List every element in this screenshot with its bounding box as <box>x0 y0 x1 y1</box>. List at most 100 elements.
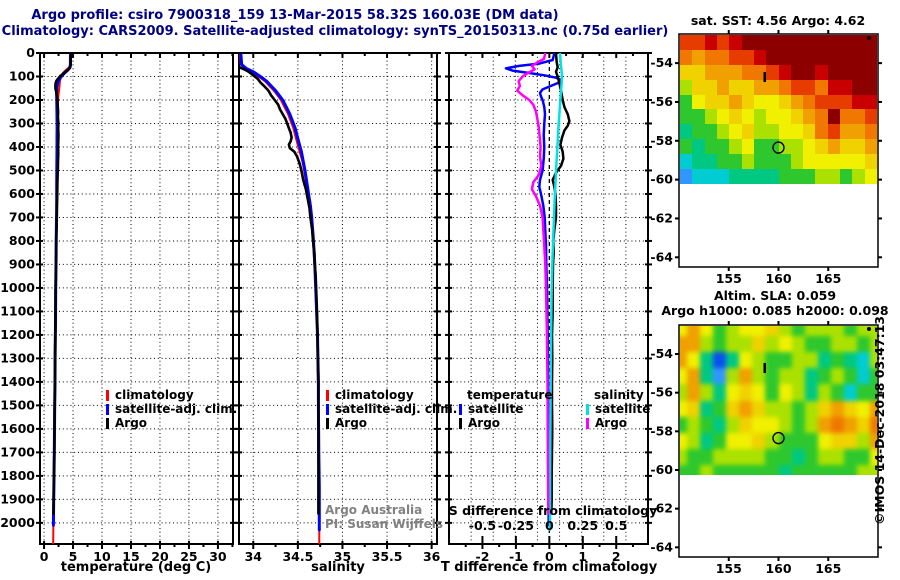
heatmap-cell <box>692 79 705 95</box>
heatmap-cell <box>864 64 877 80</box>
heatmap-cell <box>680 79 693 95</box>
heatmap-cell <box>856 336 870 353</box>
figure-title-line1: Argo profile: csiro 7900318_159 13-Mar-2… <box>31 8 559 23</box>
svg-text:700: 700 <box>9 209 35 224</box>
svg-text:-0.25: -0.25 <box>498 518 534 533</box>
svg-text:2000: 2000 <box>0 515 35 530</box>
heatmap-cell <box>790 64 804 80</box>
heatmap-cell <box>852 79 865 95</box>
heatmap-cell <box>687 326 701 337</box>
legend-label: satellite <box>595 402 651 416</box>
svg-text:800: 800 <box>9 233 35 248</box>
heatmap-cell <box>790 79 804 95</box>
legend-group-header: salinity <box>594 388 644 402</box>
svg-text:1200: 1200 <box>0 327 35 342</box>
heatmap-cell <box>830 352 844 369</box>
difference-temperature-legend: temperature satellite Argo <box>459 388 552 430</box>
heatmap-cell <box>765 368 779 385</box>
heatmap-cell <box>790 139 804 155</box>
heatmap-cell <box>790 154 804 170</box>
heatmap-cell <box>726 416 740 433</box>
heatmap-cell <box>791 400 805 417</box>
heatmap-cell <box>852 94 865 110</box>
heatmap-cell <box>830 384 844 401</box>
heatmap-cell <box>852 154 865 170</box>
heatmap-cell <box>843 400 857 417</box>
svg-text:-56: -56 <box>650 94 673 109</box>
svg-text:1000: 1000 <box>0 280 35 295</box>
heatmap-cell <box>704 49 717 65</box>
heatmap-cell <box>766 79 779 95</box>
heatmap-cell <box>803 79 816 95</box>
legend-swatch <box>586 403 589 415</box>
heatmap-cell <box>765 326 779 337</box>
heatmap-cell <box>713 432 727 449</box>
heatmap-cell <box>729 35 742 50</box>
heatmap-cell <box>704 64 717 80</box>
svg-text:-64: -64 <box>650 249 673 264</box>
svg-text:-58: -58 <box>650 133 673 148</box>
heatmap-cell <box>716 79 730 95</box>
heatmap-cell <box>739 448 753 465</box>
heatmap-cell <box>726 432 740 449</box>
heatmap-cell <box>700 400 714 417</box>
heatmap-cell <box>704 124 717 140</box>
heatmap-cell <box>700 352 714 369</box>
heatmap-cell <box>680 432 688 449</box>
heatmap-cell <box>830 368 844 385</box>
heatmap-cell <box>765 352 779 369</box>
legend-swatch <box>326 417 329 429</box>
heatmap-cell <box>692 169 705 184</box>
svg-text:34: 34 <box>245 549 263 564</box>
svg-text:1500: 1500 <box>0 397 35 412</box>
heatmap-cell <box>804 352 818 369</box>
heatmap-cell <box>680 326 688 337</box>
heatmap-cell <box>766 109 779 125</box>
svg-text:1600: 1600 <box>0 421 35 436</box>
heatmap-cell <box>815 109 828 125</box>
legend-label: satellite-adj. clim. <box>335 402 458 416</box>
heatmap-cell <box>739 400 753 417</box>
legend-swatch <box>326 403 329 415</box>
heatmap-cell <box>856 448 870 465</box>
attribution-line2: PI: Susan Wijffels <box>325 517 443 531</box>
heatmap-cell <box>852 109 865 125</box>
temperature-legend-item: climatology <box>106 388 237 402</box>
heatmap-cell <box>752 384 766 401</box>
heatmap-cell <box>692 49 705 65</box>
heatmap-cell <box>815 35 828 50</box>
heatmap-cell <box>753 49 767 65</box>
heatmap-cell <box>713 326 727 337</box>
heatmap-cell <box>753 139 767 155</box>
svg-text:-58: -58 <box>650 423 673 438</box>
heatmap-cell <box>856 352 870 369</box>
heatmap-cell <box>692 109 705 125</box>
heatmap-cell <box>700 448 714 465</box>
heatmap-cell <box>778 352 792 369</box>
heatmap-cell <box>741 49 754 65</box>
heatmap-cell <box>778 432 792 449</box>
heatmap-cell <box>778 416 792 433</box>
heatmap-cell <box>700 384 714 401</box>
heatmap-cell <box>680 124 693 140</box>
heatmap-cell <box>803 64 816 80</box>
heatmap-cell <box>778 384 792 401</box>
heatmap-cell <box>852 64 865 80</box>
imos-watermark: ©IMOS 14-Dec-2018 03:47:13 <box>872 316 887 525</box>
heatmap-cell <box>852 169 865 184</box>
svg-text:200: 200 <box>9 92 35 107</box>
heatmap-cell <box>803 35 816 50</box>
heatmap-cell <box>827 49 841 65</box>
sst-heatmap <box>680 35 877 184</box>
temperature-legend-item: Argo <box>106 416 237 430</box>
heatmap-cell <box>778 139 791 155</box>
legend-swatch <box>106 403 109 415</box>
heatmap-cell <box>753 94 767 110</box>
heatmap-cell <box>753 169 767 184</box>
heatmap-cell <box>680 352 688 369</box>
heatmap-cell <box>843 464 857 475</box>
temperature-axis-label: temperature (deg C) <box>60 560 212 575</box>
legend-swatch <box>459 403 462 415</box>
heatmap-cell <box>700 326 714 337</box>
heatmap-cell <box>852 139 865 155</box>
